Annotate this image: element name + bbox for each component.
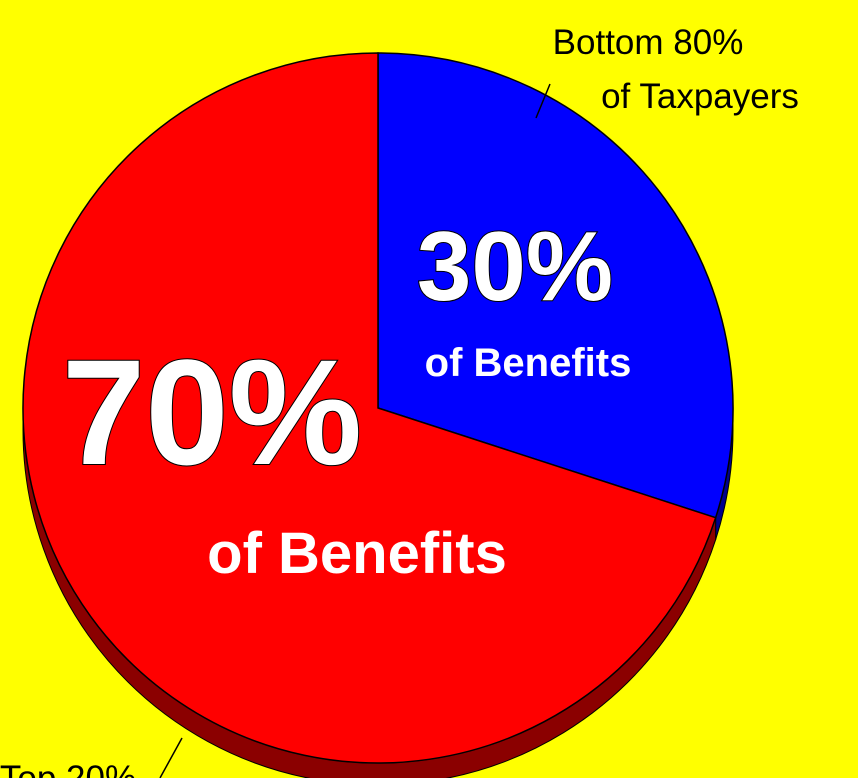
- callout-bottom-80-line1: Bottom 80%: [553, 23, 744, 62]
- pie-slice-30pct: [377, 52, 734, 519]
- leader-line-bottom-80: [535, 83, 551, 119]
- slice-sublabel-30: of Benefits: [425, 341, 632, 385]
- callout-bottom-80-line2: of Taxpayers: [601, 77, 799, 116]
- pie-slice-70pct: [22, 52, 717, 764]
- callout-top-20: Top 20%: [0, 759, 136, 778]
- leader-line-top-20: [159, 737, 183, 778]
- slice-value-70: 70%: [62, 328, 362, 496]
- slice-value-30: 30%: [417, 211, 613, 321]
- slice-sublabel-70: of Benefits: [207, 521, 507, 586]
- pie-slices: [22, 52, 734, 764]
